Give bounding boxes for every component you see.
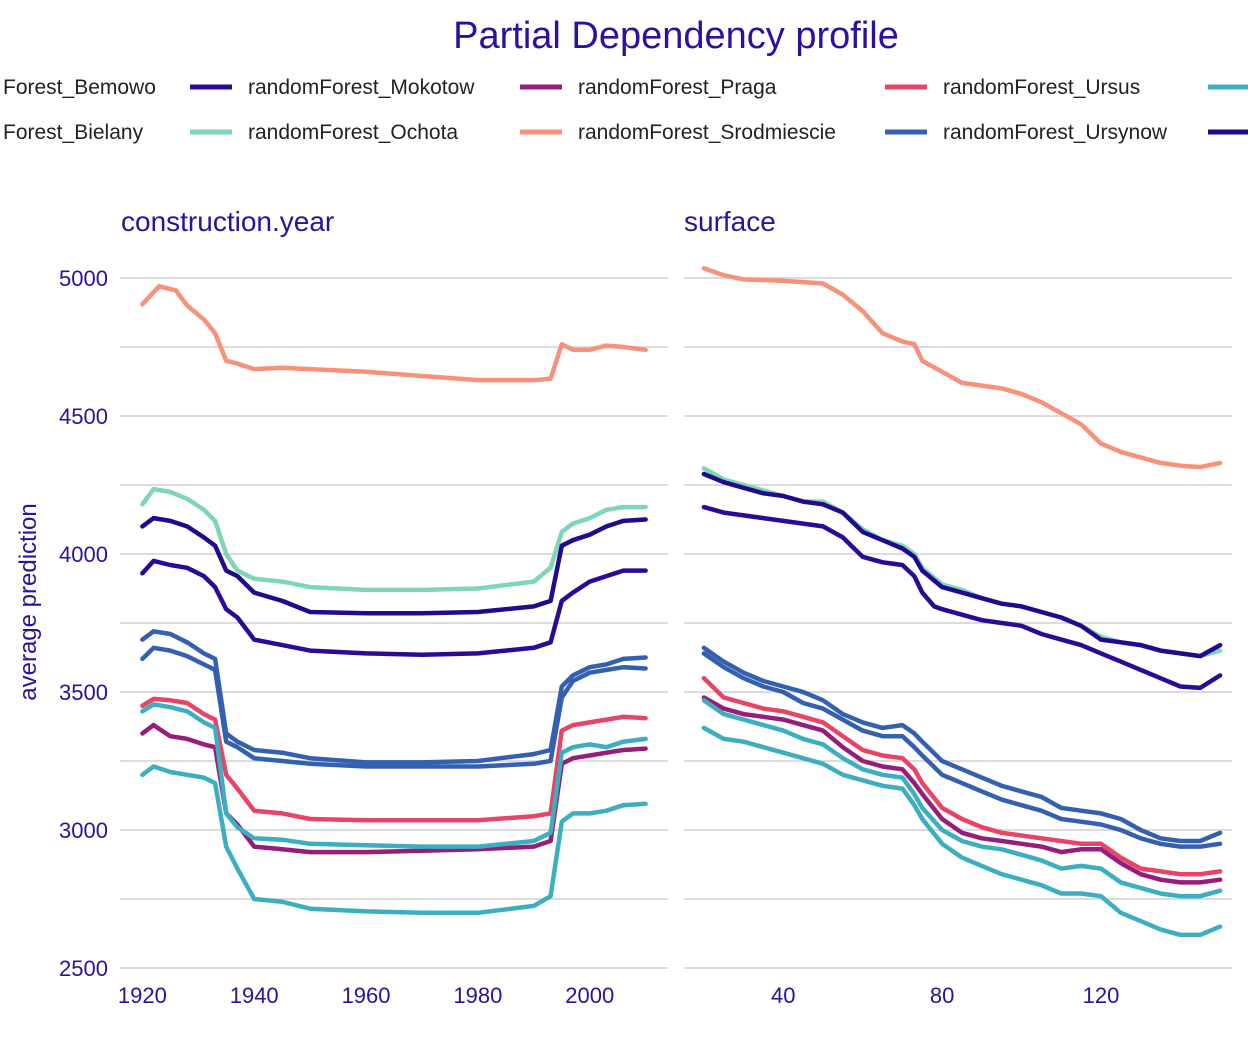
legend-label: randomForest_Ursus bbox=[943, 76, 1140, 99]
legend-item: randomForest_Ursynow bbox=[885, 121, 1168, 144]
series-line-randomforest-ursus bbox=[701, 675, 1223, 877]
series-line-forest-bemowo bbox=[701, 698, 1223, 899]
panel-surface: surface 40 80 120 bbox=[684, 206, 1232, 1008]
x-tick-label: 1940 bbox=[230, 983, 279, 1008]
legend-item: randomForest_Ursus bbox=[885, 76, 1140, 99]
y-tick-label: 2500 bbox=[59, 956, 108, 981]
legend-item: randomForest_Srodmiescie bbox=[520, 121, 836, 144]
legend-label: randomForest_Mokotow bbox=[248, 76, 475, 99]
panel-title-surface: surface bbox=[684, 206, 776, 237]
legend-label: randomForest_Ursynow bbox=[943, 121, 1168, 144]
series-line-forest-bemowo-2 bbox=[701, 725, 1223, 938]
series-line-randomforest-ursynow-2 bbox=[701, 651, 1223, 849]
x-tick-label: 1980 bbox=[453, 983, 502, 1008]
series-line-randomforest-ursynow bbox=[701, 645, 1223, 844]
panel-construction-year: construction.year 2500 3000 3500 4000 4500 50… bbox=[59, 206, 668, 1008]
series-line-randomforest-ursynow-2 bbox=[140, 645, 648, 769]
x-tick-label: 1960 bbox=[342, 983, 391, 1008]
y-tick-label: 3500 bbox=[59, 680, 108, 705]
legend-label: randomForest_Praga bbox=[578, 76, 777, 99]
x-tick-label: 2000 bbox=[565, 983, 614, 1008]
series-line-randomforest-srodmiescie bbox=[140, 284, 648, 383]
y-tick-label: 3000 bbox=[59, 818, 108, 843]
chart-title: Partial Dependency profile bbox=[453, 15, 899, 57]
series-line-randomforest-ochota bbox=[140, 486, 648, 593]
series-line-randomforest-ursus bbox=[140, 696, 648, 823]
legend-item: randomForest_Mokotow bbox=[190, 76, 475, 99]
y-tick-label: 4500 bbox=[59, 404, 108, 429]
series-line-randomforest-praga bbox=[701, 695, 1223, 885]
legend-item: randomForest_Praga bbox=[520, 76, 777, 99]
x-tick-label: 80 bbox=[930, 983, 954, 1008]
series-line-forest-bemowo-2 bbox=[140, 764, 648, 916]
legend-label: Forest_Bemowo bbox=[3, 76, 156, 99]
y-axis-label: average prediction bbox=[15, 503, 42, 700]
x-tick-label: 120 bbox=[1083, 983, 1120, 1008]
legend-item: randomForest_Ochota bbox=[190, 121, 458, 144]
legend-label: randomForest_Ochota bbox=[248, 121, 458, 144]
legend-item: Forest_Bemowo bbox=[3, 76, 156, 99]
series-line-randomforest-mokotow bbox=[701, 504, 1223, 691]
x-tick-label: 40 bbox=[771, 983, 795, 1008]
panel-title-construction-year: construction.year bbox=[121, 206, 334, 237]
y-tick-label: 5000 bbox=[59, 266, 108, 291]
legend-label: randomForest_Srodmiescie bbox=[578, 121, 836, 144]
series-line-forest-bielany bbox=[701, 471, 1223, 659]
series-line-forest-bielany bbox=[140, 515, 648, 616]
series-line-randomforest-srodmiescie bbox=[701, 266, 1223, 470]
series-line-forest-bemowo bbox=[140, 702, 648, 849]
x-tick-label: 1920 bbox=[118, 983, 167, 1008]
series-line-randomforest-praga bbox=[140, 722, 648, 855]
series-line-randomforest-mokotow bbox=[140, 558, 648, 657]
legend-label: Forest_Bielany bbox=[3, 121, 144, 144]
legend: Forest_Bemowo randomForest_Mokotow randomF… bbox=[3, 76, 1248, 144]
y-tick-label: 4000 bbox=[59, 542, 108, 567]
series-line-randomforest-ursynow bbox=[140, 629, 648, 765]
legend-item: Forest_Bielany bbox=[3, 121, 144, 144]
